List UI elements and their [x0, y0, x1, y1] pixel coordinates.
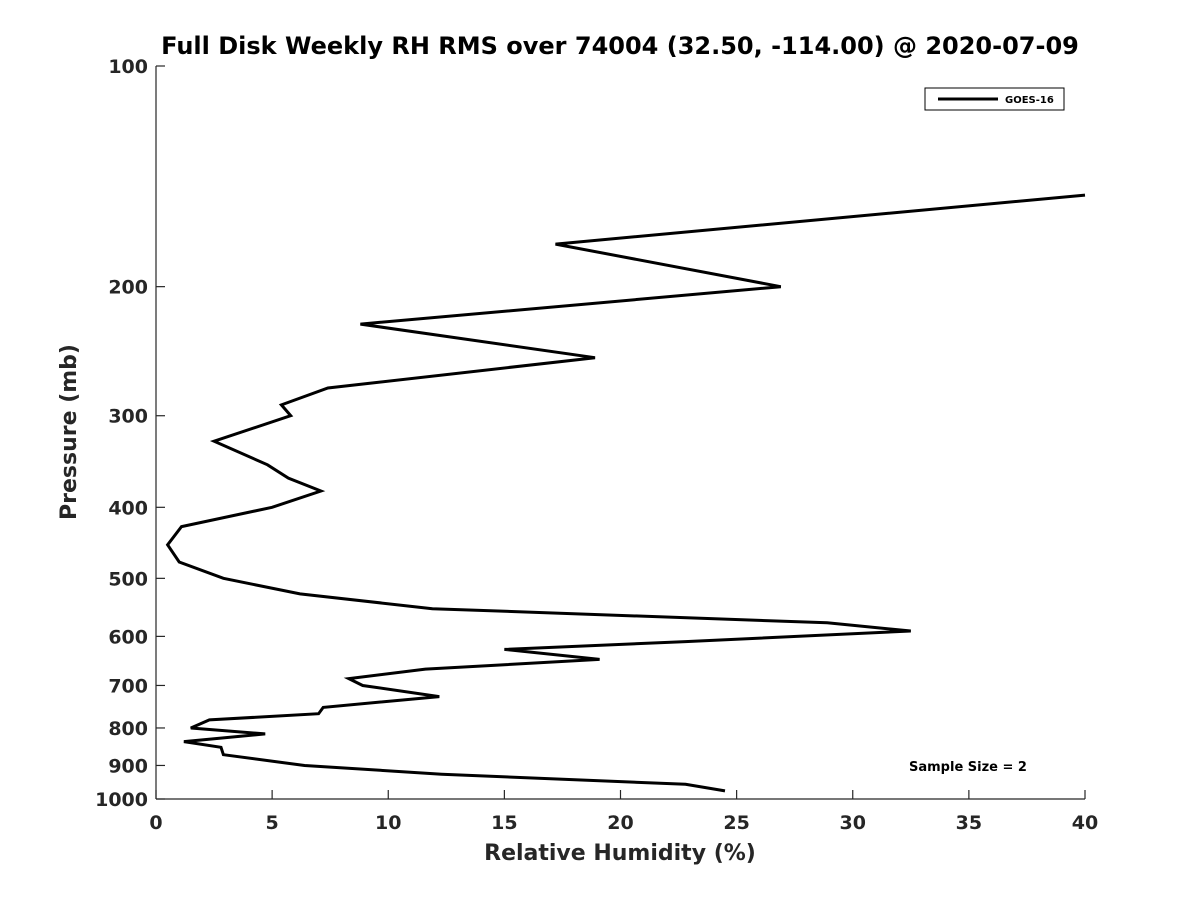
- x-tick-label: 40: [1072, 812, 1098, 834]
- x-tick-label: 5: [266, 812, 279, 834]
- x-tick-label: 10: [375, 812, 401, 834]
- y-tick-label: 900: [108, 755, 148, 777]
- y-tick-label: 300: [108, 406, 148, 428]
- x-tick-label: 20: [607, 812, 633, 834]
- y-tick-label: 1000: [95, 789, 148, 811]
- y-tick-label: 800: [108, 718, 148, 740]
- x-ticks: 0 5 10 15 20 25 30 35 40: [149, 790, 1098, 834]
- legend: GOES-16: [924, 87, 1065, 111]
- y-tick-label: 600: [108, 626, 148, 648]
- legend-label-goes-16: GOES-16: [1005, 95, 1054, 106]
- x-tick-label: 30: [840, 812, 866, 834]
- y-axis-label: Pressure (mb): [57, 344, 82, 520]
- chart-title: Full Disk Weekly RH RMS over 74004 (32.5…: [161, 32, 1079, 60]
- x-tick-label: 15: [491, 812, 517, 834]
- series-layer: [165, 193, 1086, 793]
- y-tick-label: 700: [108, 675, 148, 697]
- x-tick-label: 35: [956, 812, 982, 834]
- x-axis-label: Relative Humidity (%): [484, 841, 756, 866]
- sample-size-annotation: Sample Size = 2: [909, 760, 1027, 775]
- y-tick-label: 100: [108, 56, 148, 78]
- series-line-goes-16: [165, 193, 1086, 793]
- x-tick-label: 25: [723, 812, 749, 834]
- y-tick-label: 200: [108, 277, 148, 299]
- x-tick-label: 0: [149, 812, 162, 834]
- y-tick-label: 400: [108, 497, 148, 519]
- y-ticks: 100 200 300 400 500 600 700 800 900 1000: [95, 56, 165, 811]
- y-tick-label: 500: [108, 568, 148, 590]
